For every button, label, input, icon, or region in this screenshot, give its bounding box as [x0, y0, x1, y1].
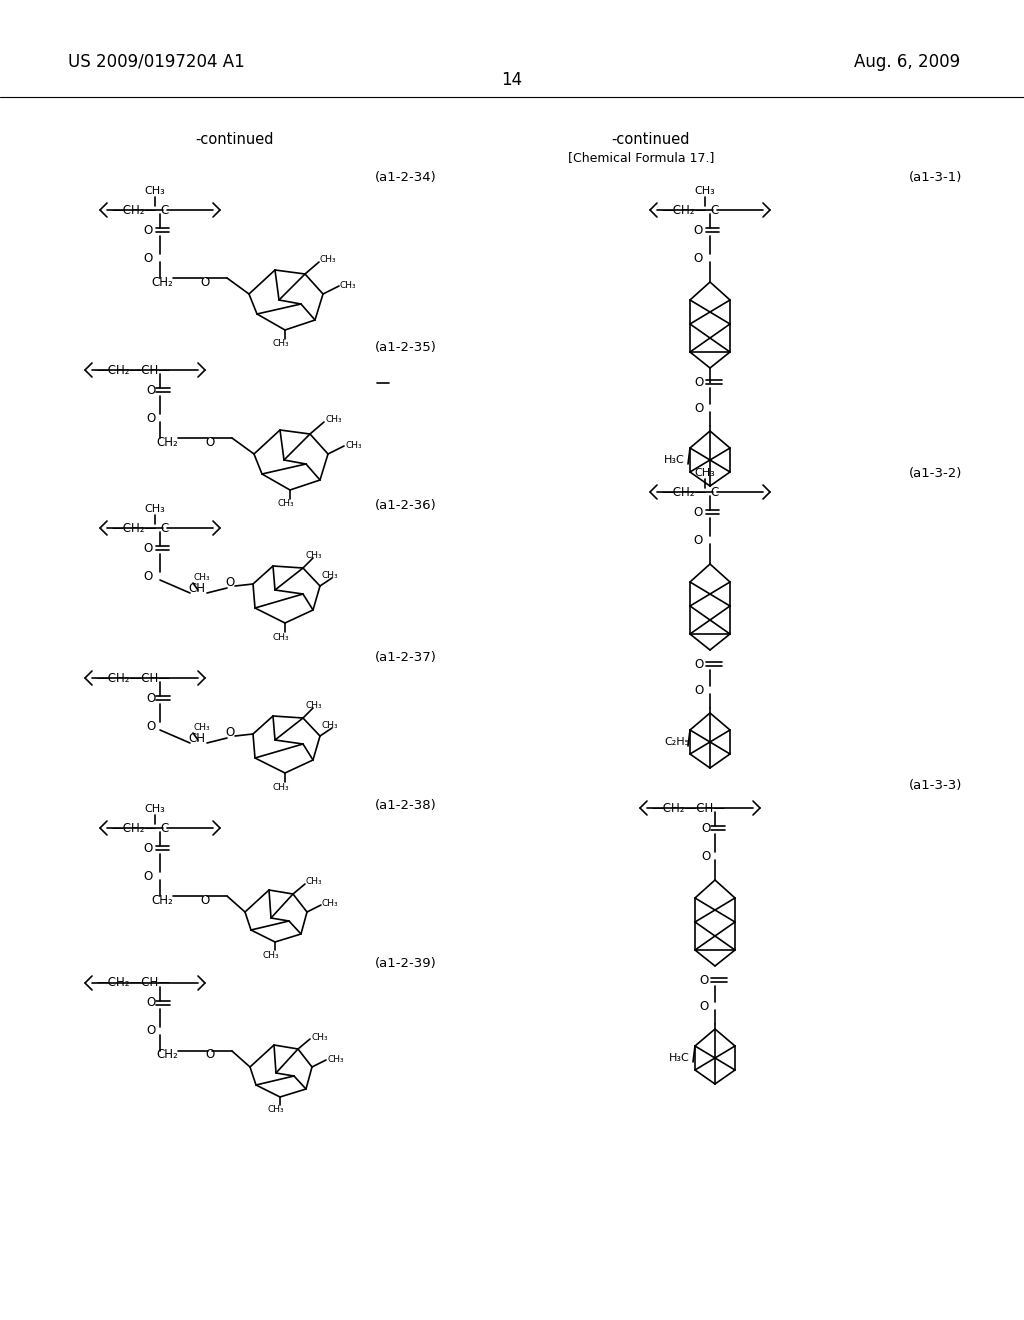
Text: CH₃: CH₃ — [272, 783, 290, 792]
Text: CH₃: CH₃ — [340, 281, 356, 289]
Text: CH₃: CH₃ — [305, 701, 322, 710]
Text: O: O — [143, 569, 153, 582]
Text: —CH₂—CH—: —CH₂—CH— — [651, 801, 725, 814]
Text: CH₃: CH₃ — [694, 469, 716, 478]
Text: CH₃: CH₃ — [319, 256, 337, 264]
Text: (a1-2-37): (a1-2-37) — [375, 652, 437, 664]
Text: (a1-3-1): (a1-3-1) — [908, 170, 962, 183]
Text: C: C — [160, 521, 168, 535]
Text: O: O — [146, 1024, 156, 1038]
Text: O: O — [205, 1048, 214, 1061]
Text: CH₂: CH₂ — [156, 436, 178, 449]
Text: C: C — [710, 203, 718, 216]
Text: O: O — [693, 252, 702, 264]
Text: O: O — [146, 384, 156, 396]
Text: —CH₂—CH—: —CH₂—CH— — [96, 363, 170, 376]
Text: CH₃: CH₃ — [345, 441, 361, 450]
Text: —CH₂—: —CH₂— — [111, 521, 157, 535]
Text: O: O — [225, 576, 234, 589]
Text: O: O — [701, 821, 711, 834]
Text: O: O — [701, 850, 711, 862]
Text: O: O — [205, 436, 214, 449]
Text: CH₃: CH₃ — [327, 1055, 344, 1064]
Text: O: O — [146, 412, 156, 425]
Text: H₃C: H₃C — [669, 1053, 690, 1063]
Text: CH₃: CH₃ — [144, 804, 165, 814]
Text: CH₂: CH₂ — [151, 276, 173, 289]
Text: O: O — [693, 223, 702, 236]
Text: (a1-2-38): (a1-2-38) — [375, 799, 437, 812]
Text: O: O — [200, 894, 209, 907]
Text: CH₃: CH₃ — [311, 1032, 328, 1041]
Text: Aug. 6, 2009: Aug. 6, 2009 — [854, 53, 961, 71]
Text: —CH₂—: —CH₂— — [662, 486, 707, 499]
Text: CH₃: CH₃ — [322, 722, 339, 730]
Text: CH₃: CH₃ — [193, 722, 210, 731]
Text: —CH₂—: —CH₂— — [111, 821, 157, 834]
Text: CH₃: CH₃ — [694, 186, 716, 195]
Text: CH₃: CH₃ — [193, 573, 210, 582]
Text: O: O — [143, 223, 153, 236]
Text: (a1-3-2): (a1-3-2) — [908, 466, 962, 479]
Text: C: C — [160, 203, 168, 216]
Text: O: O — [699, 999, 709, 1012]
Text: CH₃: CH₃ — [263, 950, 280, 960]
Text: CH₃: CH₃ — [278, 499, 294, 508]
Text: -continued: -continued — [196, 132, 274, 148]
Text: O: O — [694, 657, 703, 671]
Text: 14: 14 — [502, 71, 522, 88]
Text: C₂H₅: C₂H₅ — [664, 737, 689, 747]
Text: H₃C: H₃C — [664, 455, 685, 465]
Text: O: O — [693, 533, 702, 546]
Text: C: C — [710, 486, 718, 499]
Text: O: O — [146, 719, 156, 733]
Text: US 2009/0197204 A1: US 2009/0197204 A1 — [68, 53, 245, 71]
Text: (a1-2-34): (a1-2-34) — [375, 170, 437, 183]
Text: -continued: -continued — [610, 132, 689, 148]
Text: O: O — [694, 401, 703, 414]
Text: O: O — [699, 974, 709, 986]
Text: CH₃: CH₃ — [267, 1106, 285, 1114]
Text: O: O — [143, 842, 153, 854]
Text: —CH₂—: —CH₂— — [111, 203, 157, 216]
Text: O: O — [225, 726, 234, 738]
Text: O: O — [146, 692, 156, 705]
Text: CH: CH — [188, 731, 205, 744]
Text: (a1-2-35): (a1-2-35) — [375, 341, 437, 354]
Text: O: O — [143, 252, 153, 264]
Text: CH₃: CH₃ — [322, 899, 339, 908]
Text: (a1-3-3): (a1-3-3) — [908, 779, 962, 792]
Text: —CH₂—: —CH₂— — [662, 203, 707, 216]
Text: O: O — [694, 375, 703, 388]
Text: CH₃: CH₃ — [272, 632, 290, 642]
Text: CH: CH — [188, 582, 205, 594]
Text: —CH₂—CH—: —CH₂—CH— — [96, 672, 170, 685]
Text: O: O — [694, 684, 703, 697]
Text: (a1-2-36): (a1-2-36) — [375, 499, 437, 511]
Text: CH₃: CH₃ — [322, 572, 339, 581]
Text: CH₃: CH₃ — [306, 878, 323, 887]
Text: CH₃: CH₃ — [305, 552, 322, 561]
Text: O: O — [143, 541, 153, 554]
Text: O: O — [200, 276, 209, 289]
Text: C: C — [160, 821, 168, 834]
Text: CH₃: CH₃ — [325, 416, 342, 425]
Text: CH₃: CH₃ — [272, 339, 290, 348]
Text: —CH₂—CH—: —CH₂—CH— — [96, 977, 170, 990]
Text: (a1-2-39): (a1-2-39) — [375, 957, 437, 969]
Text: CH₃: CH₃ — [144, 504, 165, 513]
Text: CH₂: CH₂ — [151, 894, 173, 907]
Text: CH₃: CH₃ — [144, 186, 165, 195]
Text: O: O — [146, 997, 156, 1010]
Text: CH₂: CH₂ — [156, 1048, 178, 1061]
Text: O: O — [693, 506, 702, 519]
Text: O: O — [143, 870, 153, 883]
Text: [Chemical Formula 17.]: [Chemical Formula 17.] — [568, 152, 715, 165]
